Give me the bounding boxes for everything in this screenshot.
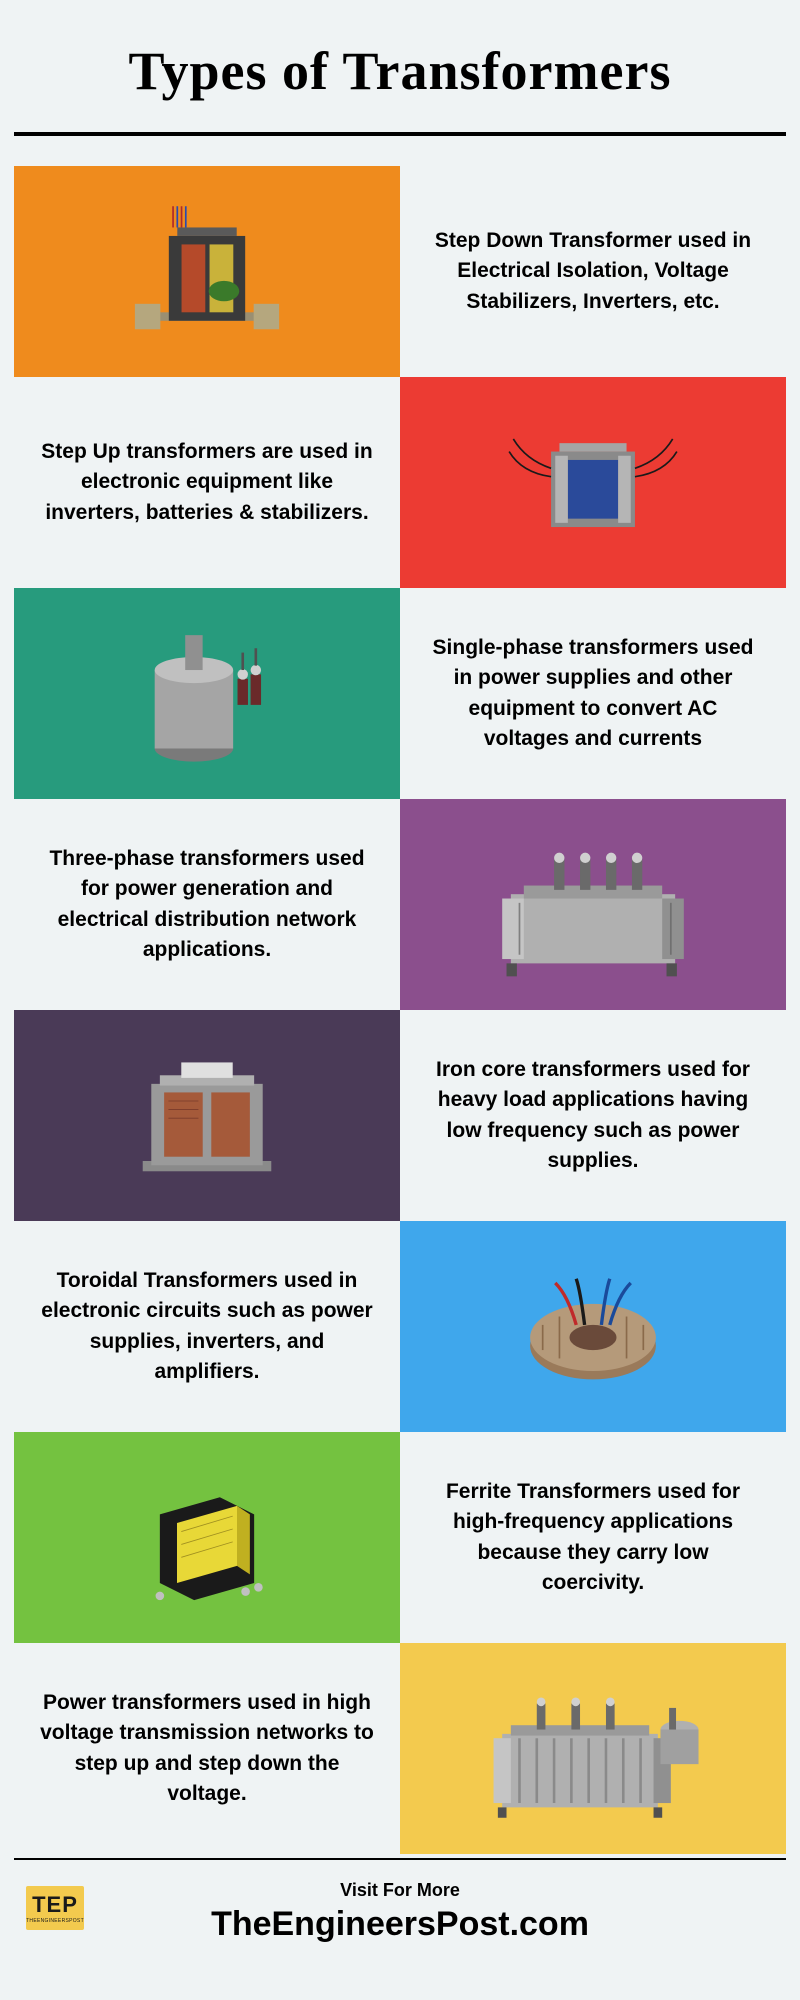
transformer-description: Single-phase transformers used in power … bbox=[426, 633, 760, 755]
logo-main-text: TEP bbox=[32, 1892, 78, 1918]
transformer-image-cell bbox=[14, 1432, 400, 1643]
transformer-text-cell: Ferrite Transformers used for high-frequ… bbox=[400, 1432, 786, 1643]
transformer-icon bbox=[122, 609, 292, 779]
header: Types of Transformers bbox=[0, 0, 800, 132]
transformer-image-cell bbox=[400, 1221, 786, 1432]
transformer-description: Step Down Transformer used in Electrical… bbox=[426, 226, 760, 317]
transformer-icon bbox=[478, 825, 708, 985]
transformer-icon bbox=[122, 1463, 292, 1613]
transformer-row: Single-phase transformers used in power … bbox=[14, 588, 786, 799]
transformer-description: Toroidal Transformers used in electronic… bbox=[40, 1266, 374, 1388]
site-label: TheEngineersPost.com bbox=[14, 1905, 786, 1944]
transformer-image-cell bbox=[400, 377, 786, 588]
transformer-icon bbox=[468, 1669, 718, 1829]
visit-label: Visit For More bbox=[14, 1880, 786, 1901]
top-divider bbox=[14, 132, 786, 136]
transformer-description: Ferrite Transformers used for high-frequ… bbox=[426, 1477, 760, 1599]
transformer-text-cell: Single-phase transformers used in power … bbox=[400, 588, 786, 799]
transformer-description: Iron core transformers used for heavy lo… bbox=[426, 1055, 760, 1177]
transformer-row: Three-phase transformers used for power … bbox=[14, 799, 786, 1010]
transformer-row: Ferrite Transformers used for high-frequ… bbox=[14, 1432, 786, 1643]
transformer-text-cell: Toroidal Transformers used in electronic… bbox=[14, 1221, 400, 1432]
transformer-row: Power transformers used in high voltage … bbox=[14, 1643, 786, 1854]
transformer-description: Three-phase transformers used for power … bbox=[40, 844, 374, 966]
transformer-icon bbox=[493, 418, 693, 548]
infographic-container: Types of Transformers Step Down Transfor… bbox=[0, 0, 800, 1974]
transformer-icon bbox=[122, 202, 292, 342]
transformer-text-cell: Power transformers used in high voltage … bbox=[14, 1643, 400, 1854]
transformer-row: Step Down Transformer used in Electrical… bbox=[14, 166, 786, 377]
rows-container: Step Down Transformer used in Electrical… bbox=[0, 166, 800, 1854]
transformer-row: Step Up transformers are used in electro… bbox=[14, 377, 786, 588]
logo-sub-text: THEENGINEERSPOST bbox=[26, 1918, 84, 1924]
transformer-image-cell bbox=[400, 1643, 786, 1854]
transformer-row: Iron core transformers used for heavy lo… bbox=[14, 1010, 786, 1221]
transformer-row: Toroidal Transformers used in electronic… bbox=[14, 1221, 786, 1432]
transformer-icon bbox=[117, 1041, 297, 1191]
transformer-description: Step Up transformers are used in electro… bbox=[40, 437, 374, 528]
transformer-image-cell bbox=[14, 1010, 400, 1221]
transformer-text-cell: Three-phase transformers used for power … bbox=[14, 799, 400, 1010]
transformer-icon bbox=[503, 1262, 683, 1392]
footer: TEP THEENGINEERSPOST Visit For More TheE… bbox=[0, 1860, 800, 1974]
transformer-image-cell bbox=[14, 166, 400, 377]
transformer-image-cell bbox=[400, 799, 786, 1010]
transformer-text-cell: Step Down Transformer used in Electrical… bbox=[400, 166, 786, 377]
logo: TEP THEENGINEERSPOST bbox=[26, 1886, 84, 1930]
transformer-image-cell bbox=[14, 588, 400, 799]
transformer-description: Power transformers used in high voltage … bbox=[40, 1688, 374, 1810]
page-title: Types of Transformers bbox=[20, 40, 780, 102]
transformer-text-cell: Iron core transformers used for heavy lo… bbox=[400, 1010, 786, 1221]
transformer-text-cell: Step Up transformers are used in electro… bbox=[14, 377, 400, 588]
